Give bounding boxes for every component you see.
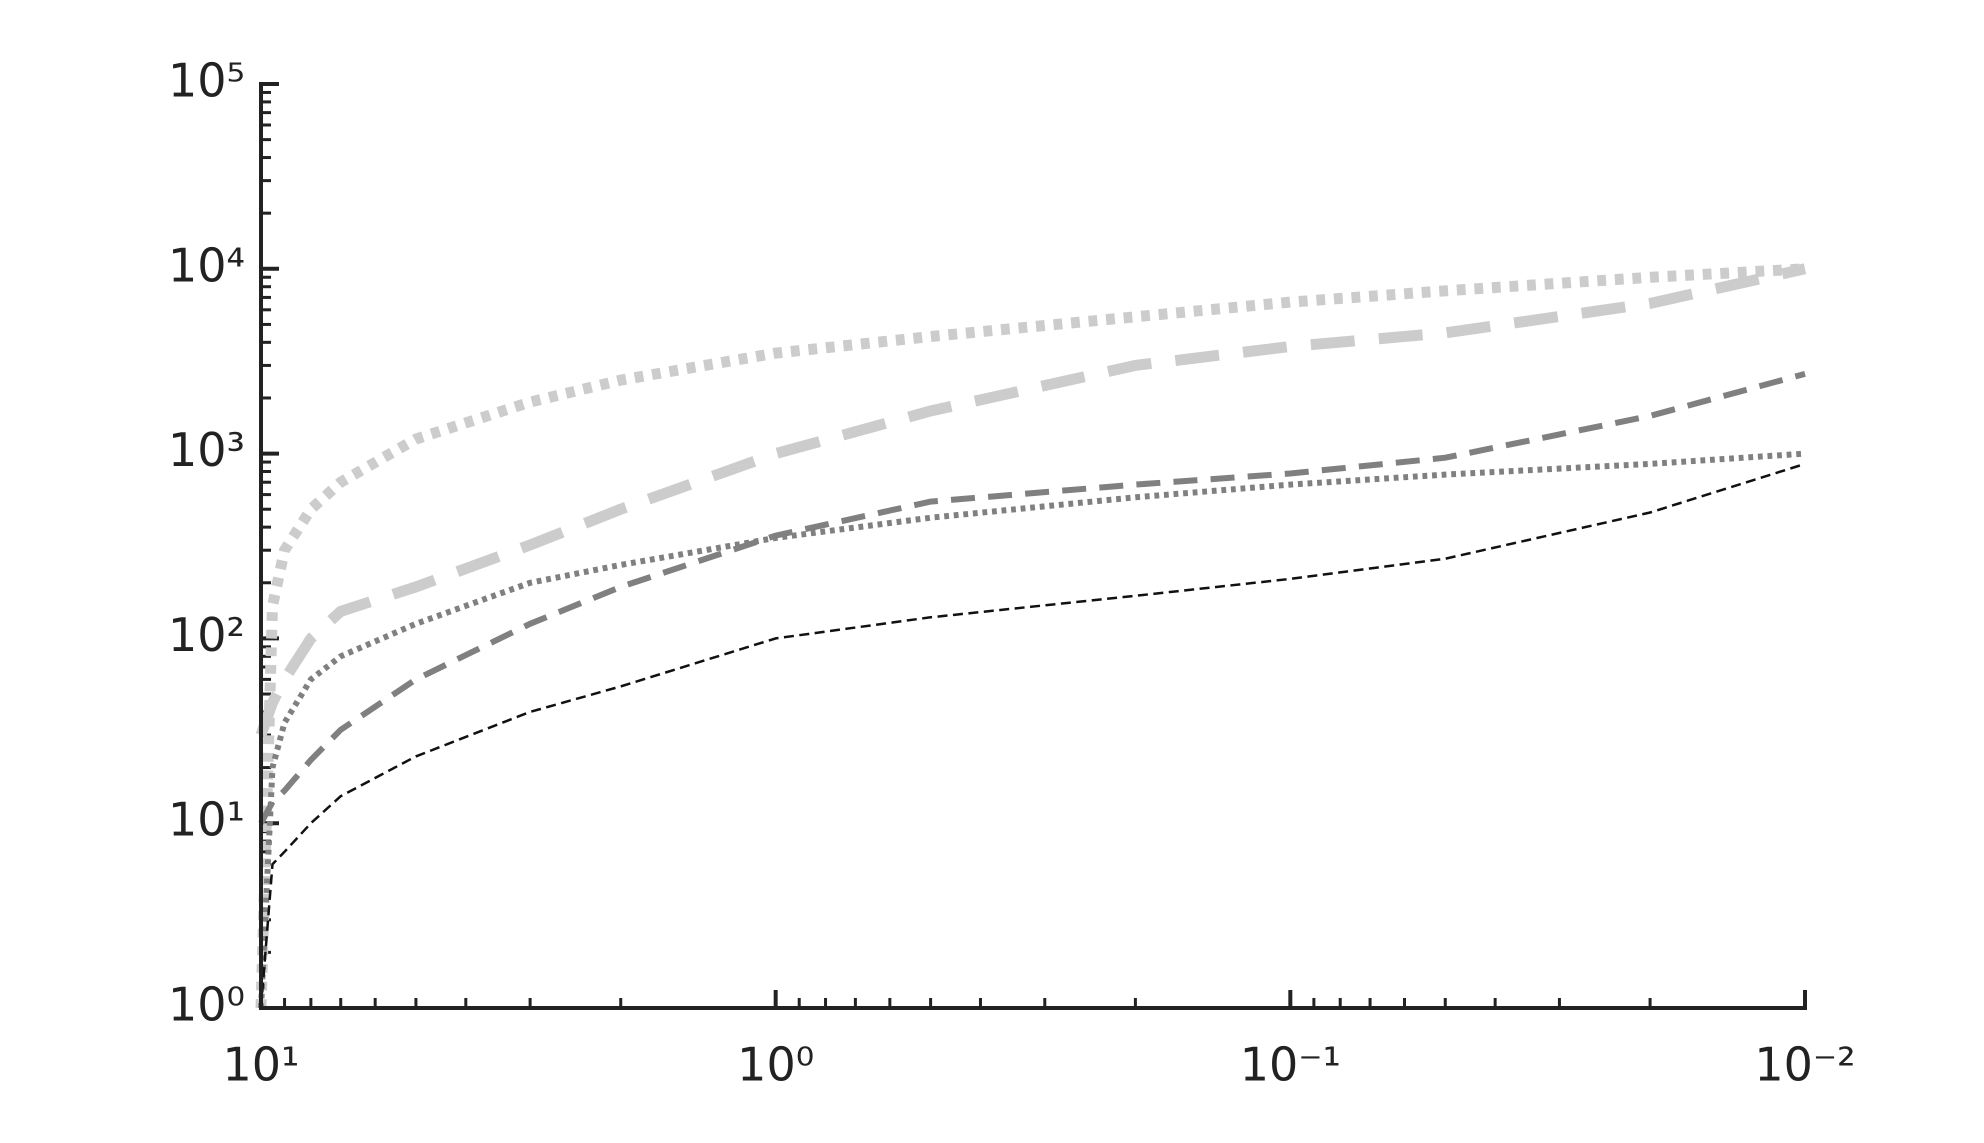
y-tick-label: 10⁵ <box>168 54 245 108</box>
series-line <box>255 263 1806 1009</box>
series-line <box>258 371 1806 825</box>
series-line <box>258 450 1806 1009</box>
x-tick-label: 10⁰ <box>737 1038 814 1092</box>
series-line <box>255 263 1807 737</box>
x-tick-label: 10¹ <box>223 1038 300 1092</box>
x-tick-label: 10⁻² <box>1754 1038 1855 1092</box>
y-tick-label: 10² <box>168 608 245 662</box>
series-line <box>259 462 1806 1009</box>
x-tick-label: 10⁻¹ <box>1240 1038 1341 1092</box>
y-tick-label: 10³ <box>168 423 245 477</box>
y-tick-label: 10⁴ <box>168 238 245 292</box>
y-tick-label: 10⁰ <box>168 978 245 1032</box>
y-tick-label: 10¹ <box>168 793 245 847</box>
